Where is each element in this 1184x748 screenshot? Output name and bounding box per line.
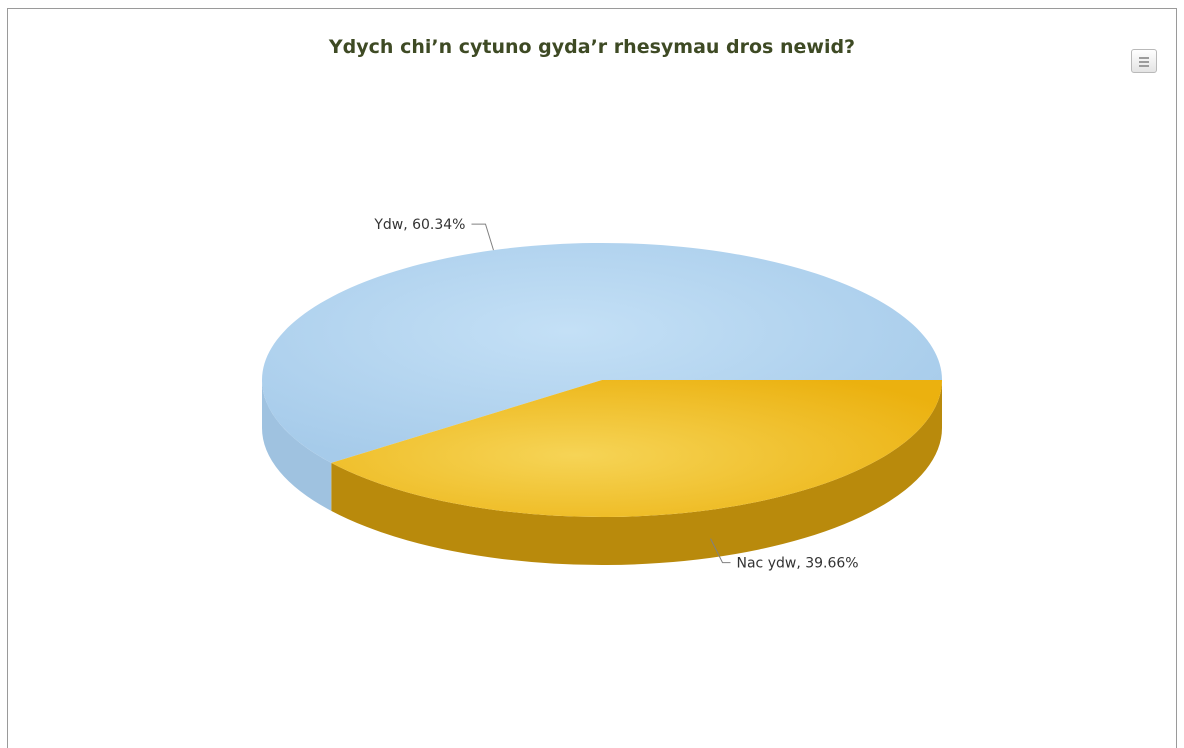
export-menu-button[interactable] bbox=[1131, 49, 1157, 73]
menu-icon-bar bbox=[1139, 61, 1149, 63]
menu-icon-bar bbox=[1139, 57, 1149, 59]
slice-side-nac-ydw[interactable] bbox=[331, 380, 943, 565]
slice-label-nac-ydw: Nac ydw, 39.66% bbox=[737, 556, 859, 572]
slice-side-ydw[interactable] bbox=[262, 380, 332, 511]
slice-nac-ydw[interactable] bbox=[331, 380, 943, 518]
slice-ydw[interactable] bbox=[262, 243, 942, 463]
label-connector bbox=[710, 538, 731, 564]
slice-label-ydw: Ydw, 60.34% bbox=[373, 217, 465, 233]
label-connector bbox=[471, 223, 494, 251]
chart-title: Ydych chi’n cytuno gyda’r rhesymau dros … bbox=[328, 36, 856, 58]
menu-icon-bar bbox=[1139, 65, 1149, 67]
